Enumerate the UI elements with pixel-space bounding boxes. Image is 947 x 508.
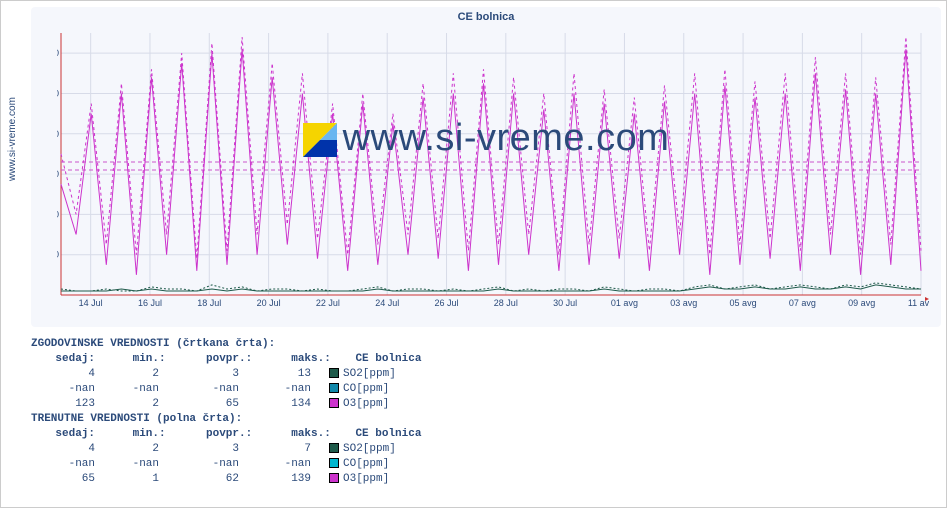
svg-text:14 Jul: 14 Jul <box>79 298 103 308</box>
legend-row: 123265134O3[ppm] <box>31 397 911 412</box>
svg-text:05 avg: 05 avg <box>730 298 757 308</box>
legend-col-header: sedaj: min.: povpr.: maks.: CE bolnica <box>31 427 911 442</box>
y-axis-watermark: www.si-vreme.com <box>7 97 18 181</box>
legend-row: -nan-nan-nan-nanCO[ppm] <box>31 457 911 472</box>
legend-hist-header: ZGODOVINSKE VREDNOSTI (črtkana črta): <box>31 337 911 352</box>
svg-text:30 Jul: 30 Jul <box>553 298 577 308</box>
legend-block: ZGODOVINSKE VREDNOSTI (črtkana črta): se… <box>31 337 911 487</box>
svg-text:80: 80 <box>57 129 59 139</box>
chart-container: CE bolnica 20 40 60 80 100 120 14 Jul 16 Jul 18… <box>31 7 941 327</box>
svg-text:22 Jul: 22 Jul <box>316 298 340 308</box>
svg-text:120: 120 <box>57 48 59 58</box>
svg-text:01 avg: 01 avg <box>611 298 638 308</box>
svg-text:24 Jul: 24 Jul <box>375 298 399 308</box>
svg-text:28 Jul: 28 Jul <box>494 298 518 308</box>
legend-cur-header: TRENUTNE VREDNOSTI (polna črta): <box>31 412 911 427</box>
legend-row: 42313SO2[ppm] <box>31 367 911 382</box>
chart-title: CE bolnica <box>31 7 941 25</box>
legend-row: -nan-nan-nan-nanCO[ppm] <box>31 382 911 397</box>
svg-text:03 avg: 03 avg <box>670 298 697 308</box>
svg-text:26 Jul: 26 Jul <box>435 298 459 308</box>
legend-col-header: sedaj: min.: povpr.: maks.: CE bolnica <box>31 352 911 367</box>
legend-row: 4237SO2[ppm] <box>31 442 911 457</box>
svg-text:16 Jul: 16 Jul <box>138 298 162 308</box>
legend-row: 65162139O3[ppm] <box>31 472 911 487</box>
svg-text:09 avg: 09 avg <box>848 298 875 308</box>
chart-plot: 20 40 60 80 100 120 14 Jul 16 Jul 18 Jul 20 Jul 2… <box>57 29 929 309</box>
svg-text:40: 40 <box>57 209 59 219</box>
svg-text:18 Jul: 18 Jul <box>197 298 221 308</box>
svg-text:20 Jul: 20 Jul <box>257 298 281 308</box>
svg-text:60: 60 <box>57 169 59 179</box>
svg-text:100: 100 <box>57 88 59 98</box>
svg-text:20: 20 <box>57 250 59 260</box>
svg-text:07 avg: 07 avg <box>789 298 816 308</box>
